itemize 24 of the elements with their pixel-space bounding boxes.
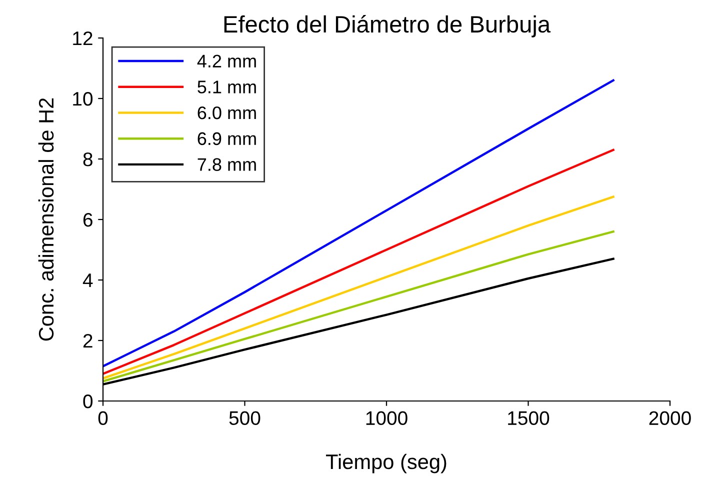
x-tick-label: 1000 <box>366 411 408 426</box>
x-tick-label: 0 <box>98 411 108 426</box>
legend-label: 6.9 mm <box>198 132 256 146</box>
y-tick-label: 0 <box>83 394 93 408</box>
legend-label: 6.0 mm <box>198 106 256 120</box>
line-series <box>103 230 614 382</box>
y-tick-label: 6 <box>83 212 92 227</box>
y-tick-label: 12 <box>73 31 92 46</box>
y-tick-label: 8 <box>83 152 92 166</box>
legend-label: 7.8 mm <box>198 158 256 171</box>
line-series <box>103 196 614 380</box>
line-series <box>103 79 614 368</box>
y-tick-label: 4 <box>82 274 93 288</box>
x-tick-label: 1500 <box>508 411 550 426</box>
y-axis-title: Conc. adimensional de H2 <box>38 98 54 341</box>
line-series <box>103 148 614 375</box>
x-axis-title: Tiempo (seg) <box>326 454 446 474</box>
legend-label: 4.2 mm <box>197 54 256 68</box>
x-tick-label: 2000 <box>649 411 691 426</box>
y-tick-label: 10 <box>73 92 93 106</box>
y-tick-label: 2 <box>83 334 92 348</box>
chart-title: Efecto del Diámetro de Burbuja <box>224 15 551 38</box>
x-tick-label: 500 <box>229 411 260 426</box>
legend-label: 5.1 mm <box>198 80 256 94</box>
